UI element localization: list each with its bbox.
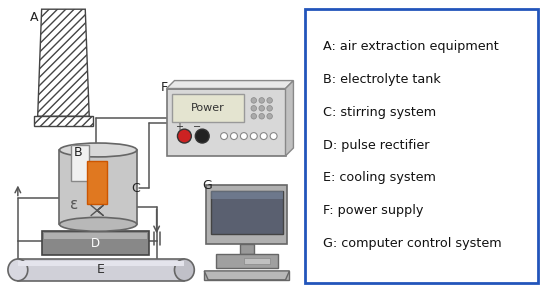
Circle shape <box>178 129 191 143</box>
Bar <box>244 258 270 264</box>
Bar <box>42 231 148 255</box>
Circle shape <box>240 133 248 140</box>
Circle shape <box>230 133 238 140</box>
Circle shape <box>251 114 256 119</box>
Text: B: electrolyte tank: B: electrolyte tank <box>323 73 441 86</box>
Text: E: E <box>97 263 105 277</box>
Bar <box>18 261 184 266</box>
Text: −: − <box>193 122 201 132</box>
Bar <box>173 94 244 122</box>
Bar <box>240 244 254 254</box>
Text: G: computer control system: G: computer control system <box>323 237 502 250</box>
Text: A: air extraction equipment: A: air extraction equipment <box>323 40 499 53</box>
Polygon shape <box>34 116 93 126</box>
Text: +: + <box>175 122 184 132</box>
Bar <box>204 271 289 280</box>
Circle shape <box>267 98 272 103</box>
Bar <box>167 88 285 156</box>
Circle shape <box>251 105 256 111</box>
Ellipse shape <box>174 259 194 281</box>
Circle shape <box>259 114 265 119</box>
Bar <box>211 191 283 199</box>
Text: A: A <box>30 11 38 24</box>
Polygon shape <box>37 9 89 116</box>
Bar <box>211 191 283 234</box>
Circle shape <box>259 105 265 111</box>
Polygon shape <box>167 81 294 88</box>
Ellipse shape <box>59 217 137 231</box>
Text: G: G <box>202 179 212 192</box>
Circle shape <box>267 105 272 111</box>
Bar <box>59 150 137 224</box>
Text: E: cooling system: E: cooling system <box>323 171 436 184</box>
Bar <box>206 185 288 244</box>
Bar <box>216 254 278 268</box>
Bar <box>72 145 89 181</box>
Text: B: B <box>73 146 82 159</box>
Bar <box>18 259 184 281</box>
Text: F: F <box>161 81 168 93</box>
Ellipse shape <box>59 143 137 157</box>
Bar <box>87 161 107 204</box>
Circle shape <box>259 98 265 103</box>
Text: D: pulse rectifier: D: pulse rectifier <box>323 138 430 152</box>
Text: ε: ε <box>70 197 79 212</box>
Ellipse shape <box>8 259 28 281</box>
Circle shape <box>270 133 277 140</box>
Text: Power: Power <box>191 103 225 113</box>
Text: F: power supply: F: power supply <box>323 204 424 217</box>
Bar <box>305 9 538 283</box>
Text: C: C <box>131 182 140 195</box>
Bar <box>43 233 147 239</box>
Circle shape <box>260 133 267 140</box>
Circle shape <box>195 129 209 143</box>
Text: C: stirring system: C: stirring system <box>323 106 436 119</box>
Polygon shape <box>204 271 289 280</box>
Circle shape <box>250 133 257 140</box>
Circle shape <box>221 133 228 140</box>
Circle shape <box>251 98 256 103</box>
Circle shape <box>267 114 272 119</box>
Text: D: D <box>91 237 100 250</box>
Polygon shape <box>285 81 294 156</box>
